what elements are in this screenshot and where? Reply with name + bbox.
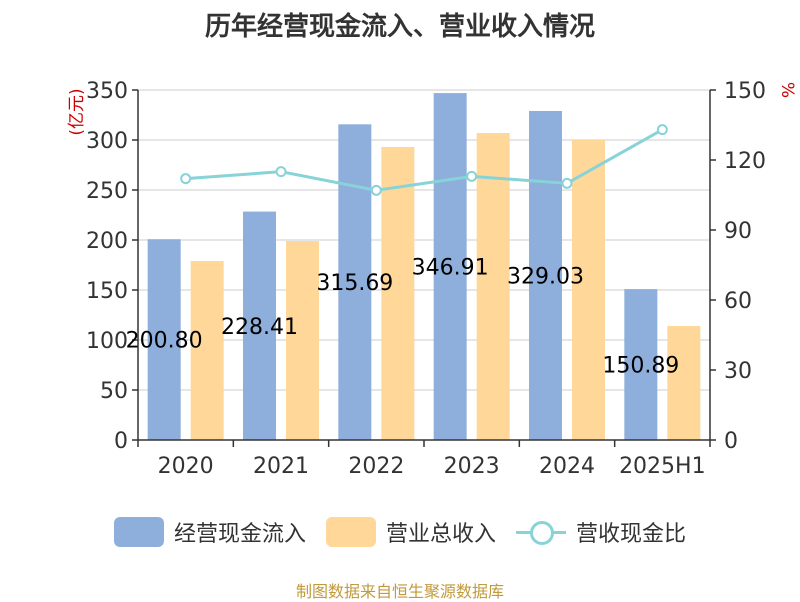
ratio-point: [561, 177, 573, 189]
data-label-cash-inflow: 200.80: [126, 329, 203, 354]
y-axis-right-tick-label: 0: [724, 429, 738, 454]
bar-cash-inflow: [338, 124, 372, 440]
y-axis-left-tick-label: 0: [114, 429, 128, 454]
x-axis-tick-label: 2022: [348, 454, 404, 479]
data-labels: 200.80 228.41 315.69 346.91 329.03 150.89: [126, 256, 680, 379]
bar-revenue: [572, 140, 605, 440]
chart-title: 历年经营现金流入、营业收入情况: [204, 12, 595, 42]
x-axis-tick-label: 2020: [158, 454, 214, 479]
bar-cash-inflow: [433, 93, 467, 440]
bar-cash-inflow: [243, 211, 276, 440]
y-axis-right-unit: %: [777, 82, 797, 98]
y-axis-right-tick-label: 60: [724, 289, 752, 314]
y-axis-left-tick-label: 300: [86, 129, 128, 154]
bar-cash-inflow: [147, 239, 181, 440]
legend-label-ratio: 营收现金比: [576, 522, 687, 547]
bar-revenue: [190, 261, 224, 440]
ratio-point: [656, 124, 668, 136]
data-label-cash-inflow: 228.41: [221, 315, 298, 340]
ratio-point: [370, 184, 382, 196]
y-axis-left-tick-label: 150: [86, 279, 128, 304]
ratio-point: [466, 170, 478, 182]
legend-swatch-revenue: [325, 517, 376, 547]
ratio-line-path: [185, 128, 664, 192]
legend-item-cash-inflow[interactable]: 经营现金流入: [113, 516, 306, 548]
data-label-cash-inflow: 315.69: [316, 271, 393, 296]
data-label-cash-inflow: 150.89: [602, 354, 679, 379]
legend-label-revenue: 营业总收入: [385, 522, 496, 547]
x-axis-tick-label: 2025H1: [619, 454, 706, 479]
bar-revenue: [476, 133, 510, 440]
source-note: 制图数据来自恒生聚源数据库: [295, 582, 504, 601]
bar-revenue: [286, 241, 319, 440]
x-axis-tick-label: 2024: [539, 454, 595, 479]
data-label-cash-inflow: 329.03: [507, 264, 584, 289]
y-axis-left-tick-label: 50: [100, 379, 128, 404]
y-axis-right-tick-label: 120: [724, 149, 766, 174]
legend-item-revenue[interactable]: 营业总收入: [325, 516, 496, 548]
y-axis-left-tick-label: 350: [86, 79, 128, 104]
bar-revenue: [667, 326, 701, 440]
y-axis-left-unit: (亿元): [67, 88, 87, 135]
legend-swatch-ratio: [516, 517, 566, 547]
bar-cash-inflow: [624, 289, 658, 440]
gridlines: [138, 89, 710, 391]
y-axis-left-tick-label: 200: [86, 229, 128, 254]
x-axis-tick-label: 2023: [444, 454, 500, 479]
y-axis-right-tick-label: 150: [724, 79, 766, 104]
y-axis-left-tick-label: 250: [86, 179, 128, 204]
y-axis-right-tick-label: 90: [724, 219, 752, 244]
bar-revenue: [381, 147, 415, 440]
x-axis-tick-label: 2021: [253, 454, 309, 479]
legend: 经营现金流入 营业总收入 营收现金比: [0, 516, 800, 548]
ratio-point: [180, 173, 192, 185]
ratio-point: [275, 166, 287, 178]
bar-cash-inflow: [529, 110, 562, 440]
legend-label-cash-inflow: 经营现金流入: [173, 522, 306, 547]
legend-item-ratio[interactable]: 营收现金比: [516, 516, 686, 548]
legend-swatch-cash-inflow: [113, 517, 164, 547]
ratio-line: [180, 124, 668, 196]
y-axis-right-tick-label: 30: [724, 359, 752, 384]
data-label-cash-inflow: 346.91: [412, 256, 489, 281]
y-axis-left-tick-label: 100: [86, 329, 128, 354]
axes: 0 50 100 150 200 250 300 350 0 30 60 90 120 150 2020 20…: [86, 79, 766, 479]
bars: [147, 93, 701, 440]
